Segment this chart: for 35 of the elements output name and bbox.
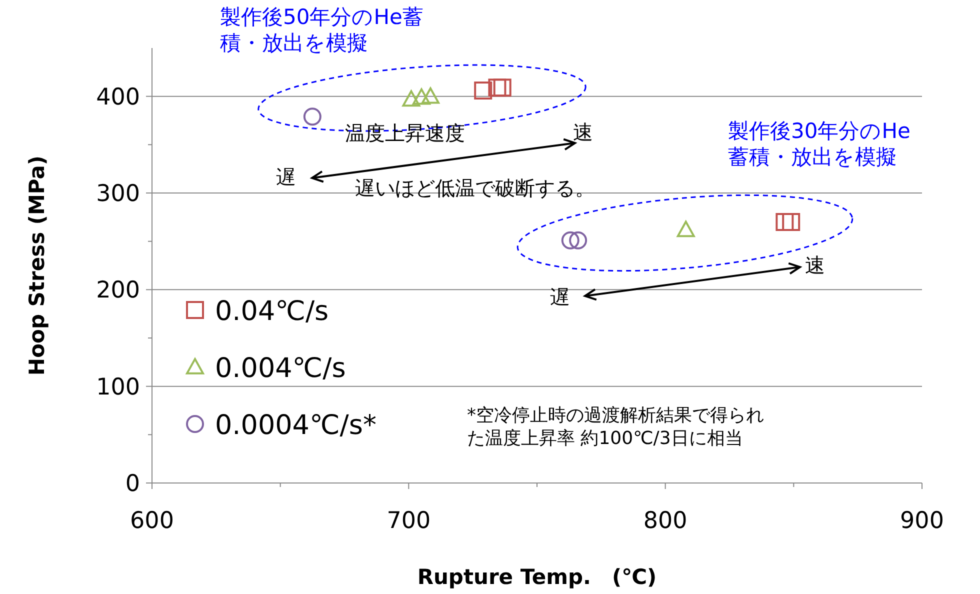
legend-label: 0.0004℃/s*	[215, 410, 376, 441]
point	[782, 213, 800, 231]
x-tick-label: 900	[900, 508, 944, 534]
point	[776, 213, 794, 231]
annotation: *空冷停止時の過渡解析結果で得られた温度上昇率 約100℃/3日に相当	[467, 405, 764, 450]
annotation: 製作後50年分のHe蓄積・放出を模擬	[220, 4, 424, 56]
annotation: 遅	[276, 165, 297, 190]
x-tick-label: 800	[643, 508, 688, 534]
point	[421, 87, 440, 104]
point	[303, 108, 322, 126]
annotation: 遅いほど低温で破断する。	[355, 176, 596, 201]
annotation: 速	[573, 120, 594, 145]
point	[676, 220, 695, 238]
annotation: 製作後30年分のHe蓄積・放出を模擬	[728, 118, 912, 170]
y-tick-label: 400	[96, 84, 140, 110]
point	[488, 78, 506, 97]
point	[493, 78, 512, 97]
annotation: 温度上昇速度	[345, 121, 466, 146]
legend-label: 0.004℃/s	[215, 353, 346, 384]
y-tick-label: 300	[96, 181, 140, 207]
annotation: 遅	[550, 285, 571, 310]
x-tick-label: 700	[386, 508, 431, 534]
y-tick-label: 0	[125, 471, 140, 497]
point	[474, 82, 492, 100]
y-axis-title: Hoop Stress (MPa)	[25, 156, 49, 376]
y-tick-label: 200	[96, 278, 140, 304]
x-axis-title: Rupture Temp. (℃)	[417, 565, 657, 589]
point	[569, 231, 588, 250]
x-tick-label: 600	[130, 508, 174, 534]
legend-label: 0.04℃/s	[215, 296, 329, 327]
point	[412, 88, 430, 105]
point	[402, 90, 420, 107]
y-tick-label: 100	[96, 374, 140, 400]
annotation: 速	[805, 253, 826, 278]
point	[561, 231, 580, 250]
